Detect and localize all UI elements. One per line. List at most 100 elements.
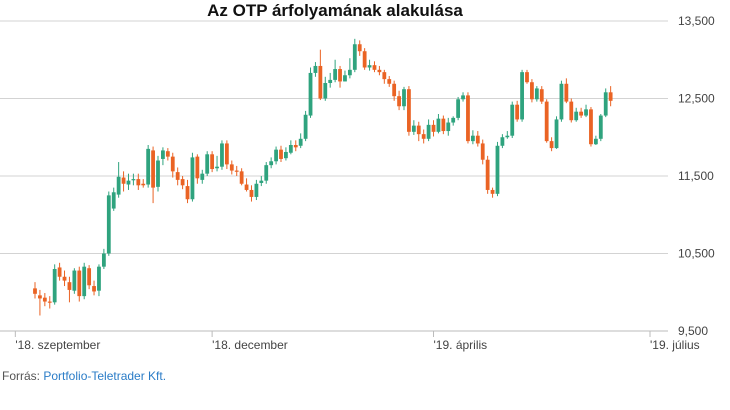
candle-body: [343, 75, 347, 82]
x-tick-label: '19. július: [650, 338, 700, 352]
candle-up: [456, 96, 461, 121]
candle-body: [111, 192, 116, 209]
candle-body: [229, 164, 234, 171]
candle-down: [397, 90, 401, 111]
y-tick-label: 12,500: [678, 92, 715, 106]
candle-body: [87, 268, 92, 286]
candle-body: [269, 161, 274, 166]
candle-down: [416, 121, 421, 142]
candle-body: [544, 101, 549, 142]
candle-body: [33, 288, 37, 294]
candle-down: [382, 69, 387, 84]
candle-down: [608, 86, 613, 107]
candle-body: [569, 101, 574, 121]
candle-down: [387, 76, 392, 87]
candle-body: [485, 159, 490, 190]
candle-down: [185, 179, 190, 204]
y-tick-label: 11,500: [678, 169, 714, 183]
candle-up: [584, 104, 588, 118]
candle-body: [564, 83, 569, 102]
candle-up: [347, 58, 352, 79]
candle-up: [367, 59, 372, 71]
candle-body: [534, 88, 539, 100]
candle-down: [57, 262, 62, 281]
source-note: Forrás: Portfolio-Teletrader Kft.: [2, 369, 166, 383]
candle-down: [77, 266, 82, 302]
candle-down: [33, 282, 37, 299]
candle-body: [426, 124, 431, 139]
candle-up: [101, 248, 106, 269]
candle-body: [308, 72, 313, 116]
candle-down: [92, 280, 96, 296]
candle-body: [362, 51, 367, 68]
candle-body: [42, 297, 47, 302]
candle-body: [333, 69, 338, 80]
candle-up: [269, 157, 274, 169]
candle-body: [608, 92, 613, 101]
candle-down: [579, 107, 584, 118]
candle-body: [510, 104, 515, 136]
candle-body: [500, 137, 505, 146]
candle-body: [239, 171, 244, 184]
candle-body: [57, 267, 62, 277]
candle-body: [416, 125, 421, 135]
candle-up: [254, 179, 259, 201]
candle-body: [367, 65, 372, 68]
candle-body: [318, 65, 323, 99]
candle-up: [111, 187, 116, 211]
candle-body: [67, 282, 72, 290]
candle-up: [220, 140, 224, 170]
candle-down: [293, 140, 298, 152]
candle-body: [52, 269, 57, 303]
candle-down: [136, 173, 141, 190]
x-tick-label: '18. szeptember: [15, 338, 100, 352]
candle-up: [554, 116, 559, 149]
candle-up: [333, 59, 338, 83]
candle-body: [466, 95, 470, 142]
candle-body: [515, 104, 520, 120]
candle-up: [402, 86, 406, 111]
candle-body: [407, 89, 411, 132]
candle-up: [52, 264, 57, 305]
candle-down: [515, 100, 520, 122]
candle-up: [106, 191, 111, 256]
candle-body: [151, 150, 155, 188]
candle-body: [121, 177, 126, 184]
candle-up: [264, 162, 269, 184]
candle-down: [466, 92, 470, 144]
candle-body: [82, 266, 87, 297]
candle-up: [259, 176, 264, 187]
candle-body: [441, 118, 446, 132]
candle-body: [200, 173, 205, 180]
candle-body: [411, 125, 416, 132]
candle-down: [589, 107, 593, 147]
candle-down: [421, 129, 426, 144]
candle-down: [87, 265, 92, 290]
y-tick-label: 10,500: [678, 247, 715, 261]
candle-body: [520, 72, 524, 120]
candle-up: [495, 141, 500, 197]
candle-down: [234, 165, 239, 176]
candle-up: [146, 145, 151, 188]
candle-down: [38, 289, 42, 316]
candle-up: [126, 173, 131, 190]
candle-body: [215, 166, 219, 169]
candle-down: [249, 185, 254, 202]
candle-body: [47, 301, 52, 303]
x-tick-label: '18. december: [212, 338, 288, 352]
candle-up: [446, 117, 451, 136]
candle-up: [156, 155, 160, 192]
candle-up: [328, 72, 333, 88]
candle-body: [475, 135, 480, 144]
candle-down: [195, 154, 200, 184]
candle-body: [210, 154, 215, 170]
candle-body: [38, 295, 42, 299]
candle-up: [190, 152, 195, 202]
candle-body: [313, 65, 318, 73]
source-link[interactable]: Portfolio-Teletrader Kft.: [43, 369, 167, 383]
candle-body: [539, 89, 544, 102]
candle-down: [62, 270, 67, 287]
candle-body: [141, 183, 146, 186]
candle-up: [343, 70, 347, 82]
